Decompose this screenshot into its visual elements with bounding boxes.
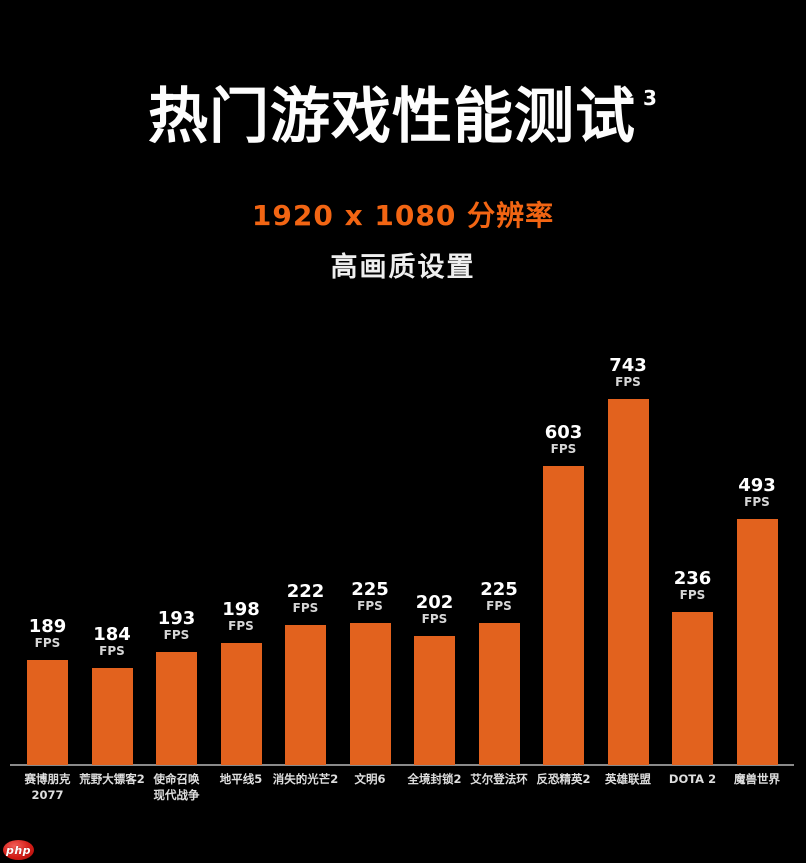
fps-unit: FPS <box>615 375 641 390</box>
fps-value: 202 <box>415 592 454 614</box>
category-label-12: 魔兽世界 <box>734 772 780 786</box>
resolution-subtitle: 1920 x 1080 分辨率 <box>251 199 555 232</box>
bar-5 <box>285 625 326 765</box>
fps-unit: FPS <box>292 601 319 616</box>
bar-2 <box>91 668 133 765</box>
footnote-marker: 3 <box>643 86 658 110</box>
value-label-3: 193 FPS <box>157 608 196 643</box>
fps-unit: FPS <box>679 588 706 603</box>
value-label-8: 225 FPS <box>480 579 518 614</box>
category-label-7: 全境封锁2 <box>407 772 462 786</box>
bar-3 <box>156 652 197 765</box>
title-text: 热门游戏性能测试 <box>148 82 637 152</box>
fps-value: 603 <box>544 422 583 444</box>
php-watermark-logo: php <box>3 840 34 860</box>
value-label-4: 198 FPS <box>222 599 260 634</box>
value-label-10: 743 FPS <box>609 355 647 390</box>
bar-6 <box>349 623 391 765</box>
fps-value: 236 <box>673 568 712 590</box>
value-label-2: 184 FPS <box>93 624 131 659</box>
bar-8 <box>478 623 520 765</box>
fps-value: 193 <box>157 608 196 630</box>
value-label-7: 202 FPS <box>415 592 454 627</box>
fps-value: 225 <box>351 579 389 601</box>
category-label-8: 艾尔登法环 <box>470 772 528 786</box>
category-label-10: 英雄联盟 <box>605 772 651 786</box>
category-label-4: 地平线5 <box>219 772 263 786</box>
fps-unit: FPS <box>744 495 770 510</box>
bar-12 <box>736 519 778 765</box>
value-label-1: 189 FPS <box>28 616 67 651</box>
fps-unit: FPS <box>421 612 448 627</box>
fps-unit: FPS <box>550 442 577 457</box>
x-axis-line <box>10 764 794 766</box>
bar-10 <box>607 399 649 765</box>
fps-value: 743 <box>609 355 647 377</box>
bar-1 <box>27 660 68 765</box>
page-title: 热门游戏性能测试 3 <box>0 84 806 150</box>
fps-unit: FPS <box>486 599 512 614</box>
quality-subtitle: 高画质设置 <box>330 252 476 283</box>
php-watermark-text: php <box>5 843 32 857</box>
bar-9 <box>543 466 584 765</box>
fps-unit: FPS <box>99 644 125 659</box>
category-label-2: 荒野大镖客2 <box>79 772 145 786</box>
header: 热门游戏性能测试 3 1920 x 1080 分辨率 高画质设置 <box>0 84 806 284</box>
fps-value: 198 <box>222 599 260 621</box>
category-label-9: 反恐精英2 <box>536 772 591 786</box>
category-label-5: 消失的光芒2 <box>272 772 339 786</box>
bar-7 <box>414 636 455 765</box>
fps-unit: FPS <box>228 619 254 634</box>
bar-4 <box>220 643 262 765</box>
fps-value: 225 <box>480 579 518 601</box>
fps-value: 189 <box>28 616 67 638</box>
fps-unit: FPS <box>34 636 61 651</box>
value-label-11: 236 FPS <box>673 568 712 603</box>
fps-value: 222 <box>286 581 325 603</box>
category-label-1: 赛博朋克 2077 <box>24 772 71 802</box>
fps-unit: FPS <box>357 599 383 614</box>
category-label-11: DOTA 2 <box>668 772 717 786</box>
fps-value: 184 <box>93 624 131 646</box>
value-label-9: 603 FPS <box>544 422 583 457</box>
category-label-6: 文明6 <box>354 772 386 786</box>
value-label-12: 493 FPS <box>738 475 776 510</box>
value-label-6: 225 FPS <box>351 579 389 614</box>
fps-unit: FPS <box>163 628 190 643</box>
category-label-3: 使命召唤 现代战争 <box>153 772 200 802</box>
bar-11 <box>672 612 713 765</box>
fps-value: 493 <box>738 475 776 497</box>
value-label-5: 222 FPS <box>286 581 325 616</box>
